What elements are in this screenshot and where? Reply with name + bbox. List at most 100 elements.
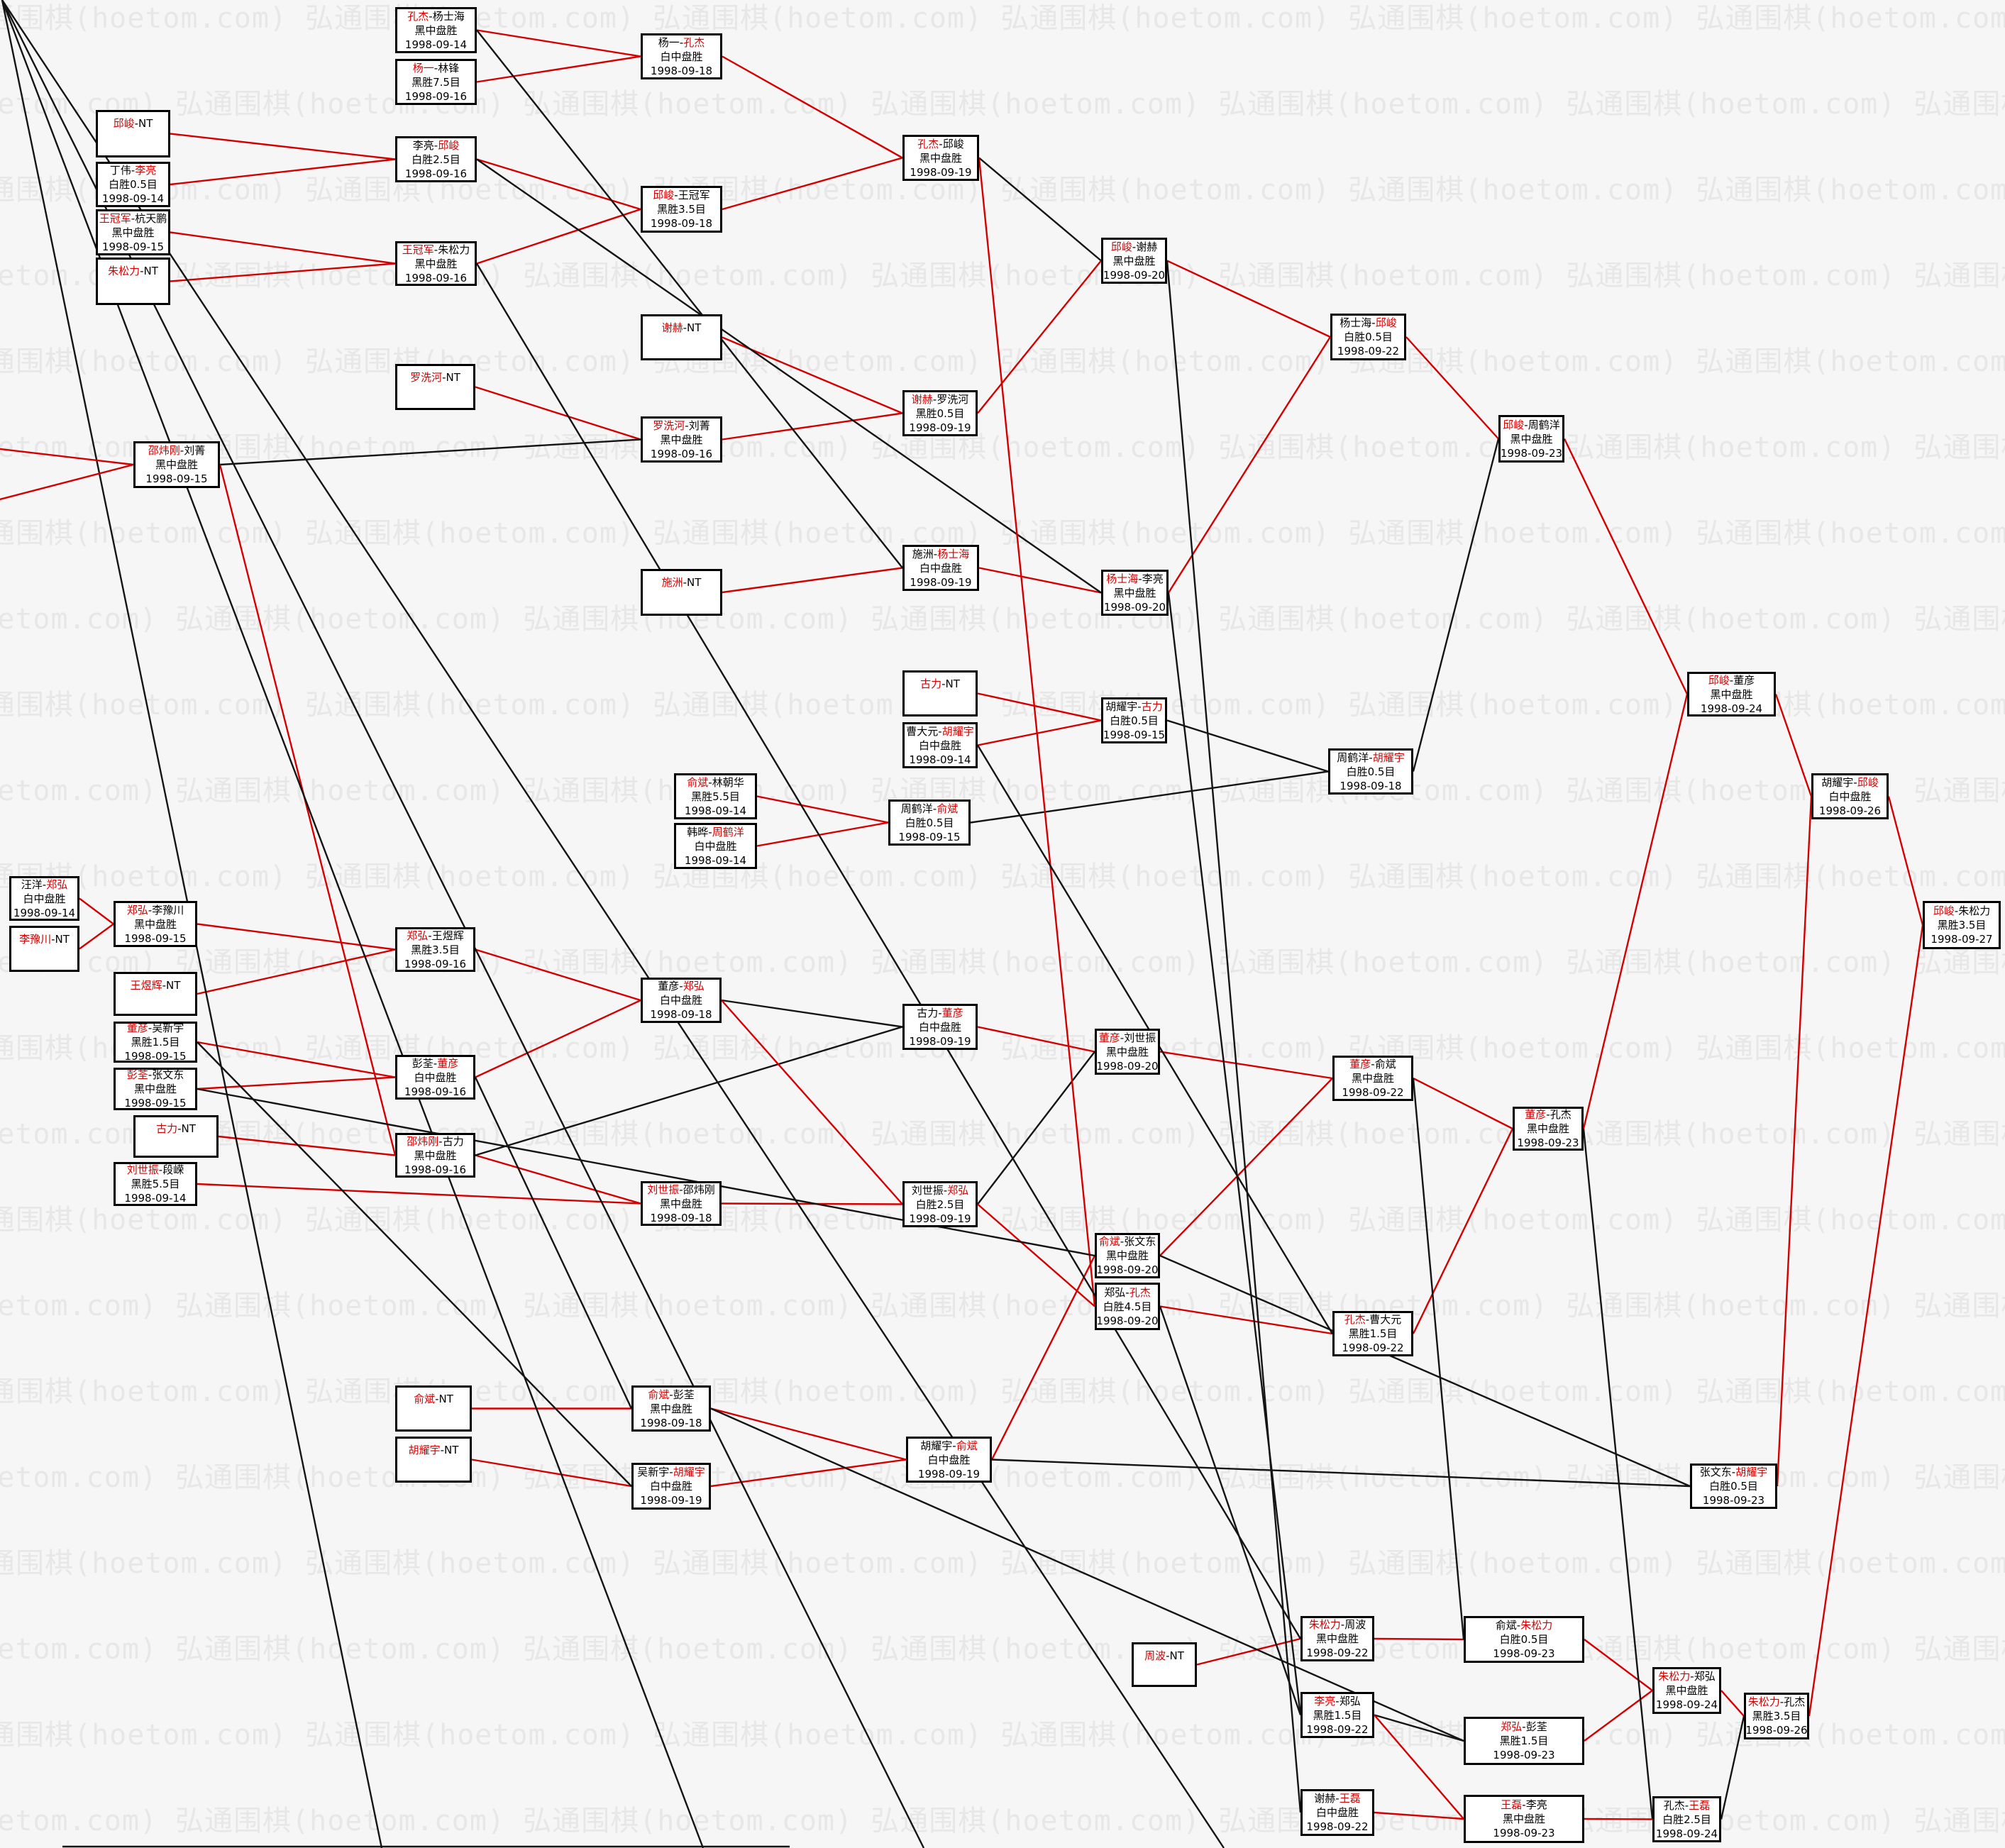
match-date: 1998-09-15 xyxy=(124,931,187,945)
winner-advance-line xyxy=(1405,336,1499,440)
match-box-kong-qiu: 孔杰-邱峻 黑中盘胜 1998-09-19 xyxy=(902,135,979,181)
match-box-zhouhe-hu: 周鹤洋-胡耀宇 白胜0.5目 1998-09-18 xyxy=(1328,748,1413,795)
match-box-peng-dong: 彭荃-董彦 白中盘胜 1998-09-16 xyxy=(395,1055,475,1100)
player-name: 董彦 xyxy=(941,1006,963,1019)
match-players: 胡耀宇-古力 xyxy=(1105,699,1162,714)
match-result: 黑胜5.5目 xyxy=(131,1178,180,1190)
match-result: 黑中盘胜 xyxy=(1315,1632,1359,1645)
match-result: 白胜0.5目 xyxy=(1499,1633,1549,1646)
vs-dash: - xyxy=(1524,418,1528,431)
vs-dash: - xyxy=(1335,1694,1340,1708)
player-name: 王煜辉 xyxy=(431,929,464,942)
match-date: 1998-09-20 xyxy=(1096,1263,1159,1276)
match-box-zhou-yu: 周鹤洋-俞斌 白胜0.5目 1998-09-15 xyxy=(888,799,971,846)
match-box-guli-nt2: 古力-NT xyxy=(133,1115,219,1158)
match-box-yu-lin: 俞斌-林朝华 黑胜5.5目 1998-09-14 xyxy=(674,773,757,819)
vs-dash: - xyxy=(1729,673,1734,687)
player-name: 施洲 xyxy=(912,547,934,560)
player-name: 邵炜刚 xyxy=(148,444,180,457)
vs-dash: - xyxy=(42,878,47,891)
match-box-zhang-hu: 张文东-胡耀宇 白胜0.5目 1998-09-23 xyxy=(1690,1464,1777,1509)
player-name: 李亮 xyxy=(1314,1694,1336,1708)
match-date: 1998-09-22 xyxy=(1342,1341,1404,1354)
player-name: 李亮 xyxy=(135,164,157,177)
match-players: 王磊-李亮 xyxy=(1501,1798,1547,1812)
player-name: 俞斌 xyxy=(956,1439,978,1452)
match-date: 1998-09-15 xyxy=(101,240,165,253)
match-box-yu-zhu: 俞斌-朱松力 白胜0.5目 1998-09-23 xyxy=(1464,1616,1584,1663)
match-box-dong-zheng: 董彦-郑弘 白中盘胜 1998-09-18 xyxy=(641,978,722,1023)
match-box-wang-zhu: 王冠军-朱松力 黑中盘胜 1998-09-16 xyxy=(395,241,477,286)
match-date: 1998-09-23 xyxy=(1493,1749,1555,1761)
vs-dash: - xyxy=(669,1466,673,1478)
match-result: 白胜0.5目 xyxy=(1344,331,1393,343)
match-box-dingwei: 丁伟-李亮 白胜0.5目 1998-09-14 xyxy=(96,162,170,207)
match-box-yang-liliang: 杨士海-李亮 黑中盘胜 1998-09-20 xyxy=(1101,570,1169,616)
match-date: 1998-09-16 xyxy=(404,167,468,180)
player-name: 罗洗河 xyxy=(653,419,685,432)
match-box-shao-liujing: 邵炜刚-刘菁 黑中盘胜 1998-09-15 xyxy=(133,441,220,488)
match-players: 杨士海-邱峻 xyxy=(1340,316,1396,330)
loser-drop-line xyxy=(1374,1714,1464,1742)
match-box-qiu-nt: 邱峻-NT xyxy=(96,110,170,157)
player-name: 胡耀宇 xyxy=(408,1444,441,1456)
match-date: 1998-09-16 xyxy=(404,1085,467,1098)
winner-advance-line xyxy=(722,55,903,159)
match-players: 胡耀宇-NT xyxy=(409,1443,459,1457)
match-box-dong-yu: 董彦-俞斌 黑中盘胜 1998-09-22 xyxy=(1332,1056,1413,1101)
vs-dash: - xyxy=(177,1122,182,1135)
match-box-qiu-zhouhe: 邱峻-周鹤洋 黑中盘胜 1998-09-23 xyxy=(1498,415,1564,463)
player-name: 周鹤洋 xyxy=(900,802,933,815)
player-name: 胡耀宇 xyxy=(1105,699,1138,713)
player-name: 王磊 xyxy=(1339,1792,1361,1805)
winner-advance-line xyxy=(0,463,134,501)
match-result: 黑中盘胜 xyxy=(133,1083,177,1095)
match-date: 1998-09-14 xyxy=(909,753,971,766)
match-players: 邱峻-周鹤洋 xyxy=(1503,418,1559,432)
loser-drop-line xyxy=(970,770,1329,824)
player-name: 彭荃 xyxy=(673,1388,695,1401)
match-date: 1998-09-19 xyxy=(909,1034,971,1048)
match-result: 白中盘胜 xyxy=(1828,790,1872,803)
player-name: 朱松力 xyxy=(1658,1670,1691,1683)
loser-drop-line xyxy=(710,1407,1464,1742)
player-name: 邱峻 xyxy=(1110,240,1132,253)
match-players: 邱峻-王冠军 xyxy=(653,188,709,202)
player-name: 董彦 xyxy=(1733,673,1755,687)
player-name: 刘世振 xyxy=(647,1183,680,1196)
winner-advance-line xyxy=(710,1459,907,1488)
match-players: 丁伟-李亮 xyxy=(110,163,156,177)
match-result: 黑中盘胜 xyxy=(414,1149,457,1162)
match-players: 郑弘-王煜辉 xyxy=(407,929,463,943)
winner-advance-line xyxy=(1776,796,1813,1487)
match-players: 董彦-吴新宇 xyxy=(127,1021,184,1035)
vs-dash: - xyxy=(1371,1058,1375,1070)
match-box-dong-kong: 董彦-孔杰 黑中盘胜 1998-09-23 xyxy=(1513,1107,1584,1151)
match-date: 1998-09-14 xyxy=(13,906,76,919)
match-result: 白中盘胜 xyxy=(660,50,703,63)
match-result: 白胜0.5目 xyxy=(905,816,954,829)
match-players: 古力-董彦 xyxy=(917,1006,963,1020)
vs-dash: - xyxy=(1340,1618,1345,1631)
player-name: 孔杰 xyxy=(1129,1285,1151,1299)
vs-dash: - xyxy=(1690,1670,1694,1683)
match-box-yubin-nt: 俞斌-NT xyxy=(395,1385,472,1432)
match-box-yang-qiu: 杨士海-邱峻 白胜0.5目 1998-09-22 xyxy=(1330,314,1406,360)
match-box-wangyang: 汪洋-郑弘 白中盘胜 1998-09-14 xyxy=(9,876,79,921)
vs-dash: - xyxy=(162,979,167,992)
loser-drop-line xyxy=(1167,592,1302,1715)
player-name: 古力 xyxy=(920,677,942,690)
vs-dash: - xyxy=(932,392,937,406)
match-box-kongjie1: 孔杰-杨士海 黑中盘胜 1998-09-14 xyxy=(395,7,477,53)
match-box-yang-kong: 杨一-孔杰 白中盘胜 1998-09-18 xyxy=(641,33,722,79)
player-name: 邱峻 xyxy=(1857,775,1879,789)
vs-dash: - xyxy=(433,243,438,256)
match-players: 吴新宇-胡耀宇 xyxy=(637,1465,705,1479)
match-result: 白中盘胜 xyxy=(919,561,962,575)
winner-advance-line xyxy=(197,1183,641,1205)
match-players: 董彦-孔杰 xyxy=(1525,1107,1571,1122)
player-name: 孔杰 xyxy=(1344,1313,1366,1326)
winner-advance-line xyxy=(1159,1078,1333,1256)
match-box-liliang-zheng: 李亮-郑弘 黑胜1.5目 1998-09-22 xyxy=(1300,1692,1374,1738)
